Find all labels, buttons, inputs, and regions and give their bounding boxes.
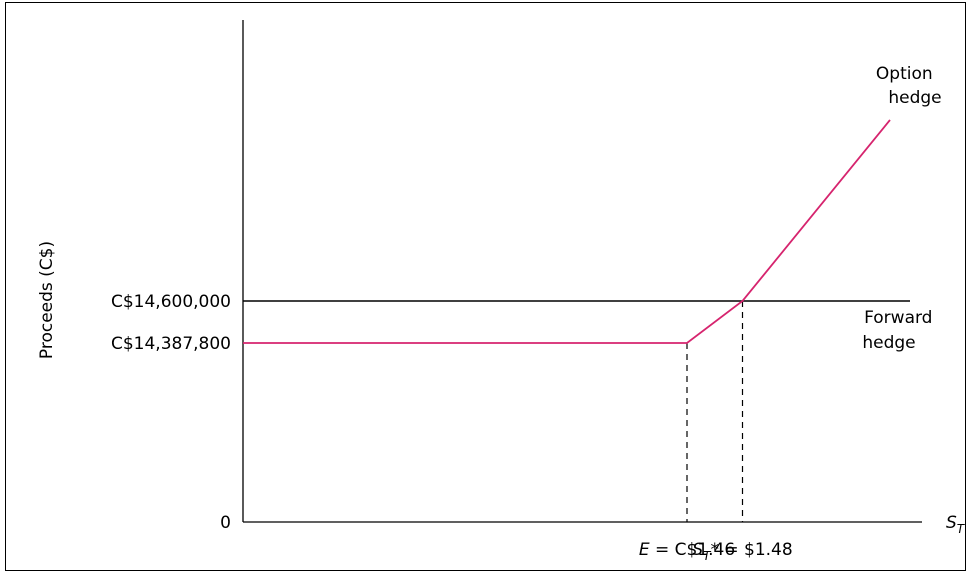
series-lines: [243, 119, 910, 344]
option-hedge-line: [243, 119, 891, 344]
forward-hedge-label: Forward hedge: [862, 308, 938, 353]
x-tick-label: E = C$1.46: [639, 540, 735, 560]
guide-lines: [686, 301, 744, 522]
x-tick-label: ST* = $1.48: [692, 540, 792, 563]
x-tick-value: * = $1.48: [710, 540, 792, 560]
y-tick-label: 0: [220, 513, 231, 533]
chart-frame: [5, 2, 966, 571]
y-tick-label: C$14,387,800: [111, 334, 231, 354]
x-axis-label: ST: [946, 513, 966, 536]
axes: [242, 20, 922, 523]
x-tick-variable: E: [639, 540, 650, 560]
x-tick-variable: S: [692, 540, 703, 560]
y-axis-label: Proceeds (C$): [37, 241, 57, 359]
option-hedge-label: Option hedge: [876, 64, 942, 108]
x-tick-subscript: T: [703, 549, 712, 563]
y-tick-label: C$14,600,000: [111, 292, 231, 312]
x-tick-value: = C$1.46: [650, 540, 736, 560]
